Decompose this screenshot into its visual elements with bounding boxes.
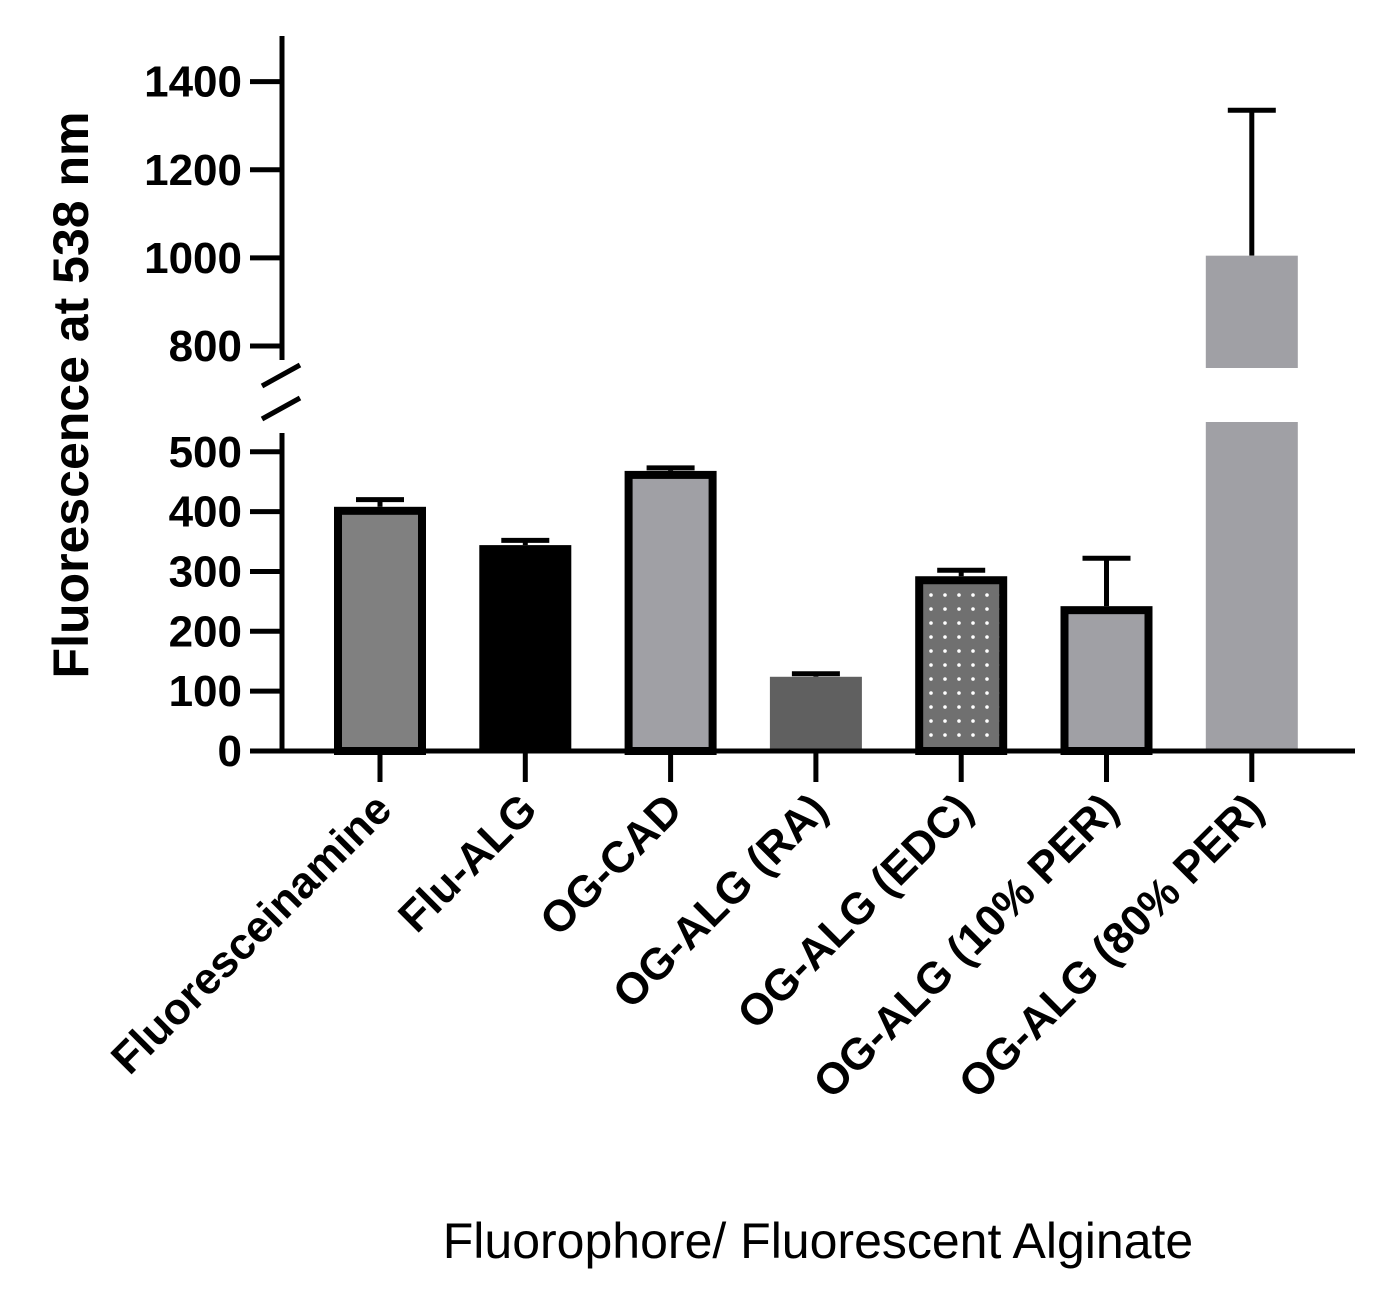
y-tick-label: 200 [169, 607, 242, 656]
bar-upper-segment [1205, 255, 1298, 368]
y-axis-title: Fluorescence at 538 nm [43, 112, 99, 679]
y-tick-label: 400 [169, 488, 242, 537]
x-axis-title: Fluorophore/ Fluorescent Alginate [443, 1213, 1193, 1269]
y-tick-label: 1000 [144, 234, 242, 283]
x-tick-label: Fluoresceinamine [102, 784, 401, 1083]
y-tick-label: 500 [169, 428, 242, 477]
y-tick-label: 0 [218, 727, 242, 776]
bar [1205, 422, 1298, 751]
x-tick-label: Flu-ALG [389, 784, 546, 941]
y-tick-label: 1200 [144, 146, 242, 195]
y-tick-label: 100 [169, 667, 242, 716]
y-tick-label: 800 [169, 322, 242, 371]
bar [769, 676, 862, 751]
axis-break-mark [260, 362, 302, 389]
y-tick-label: 300 [169, 547, 242, 596]
axis-break-mark [260, 395, 302, 422]
bar [334, 506, 426, 756]
bar [479, 545, 572, 751]
bar [915, 576, 1008, 755]
y-tick-label: 1400 [144, 58, 242, 107]
bar [624, 470, 717, 755]
bar [1060, 606, 1153, 756]
